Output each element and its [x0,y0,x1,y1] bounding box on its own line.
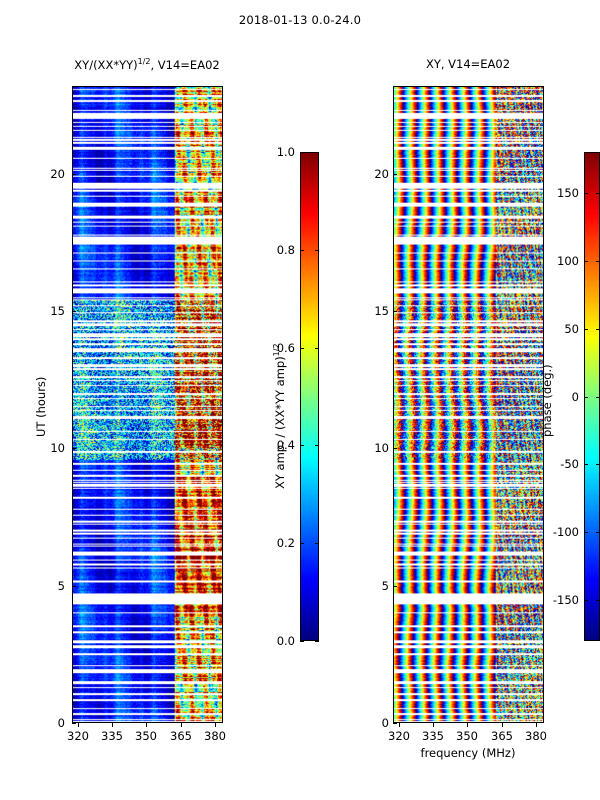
heatmap-panel-amplitude [72,86,223,723]
panel-title-right-main: XY, V14=EA02 [425,57,511,71]
y-axis-tick-right [393,174,397,175]
colorbar-amplitude-gradient [301,153,318,640]
x-axis-tick-label: 350 [456,729,478,743]
colorbar-tick [315,250,319,251]
x-axis-tick [146,723,147,727]
y-axis-tick-right [393,723,397,724]
x-axis-tick-label: 335 [422,729,444,743]
colorbar-tick [315,152,319,153]
colorbar-tick-label: 50 [564,322,579,336]
colorbar-phase-gradient [585,153,599,640]
colorbar-tick [596,329,600,330]
colorbar-tick [596,464,600,465]
colorbar-tick [584,464,588,465]
colorbar-tick-label: 0.8 [276,243,295,257]
colorbar-tick [584,329,588,330]
colorbar-tick [584,532,588,533]
x-axis-tick-label: 380 [525,729,547,743]
x-axis-tick-label: 365 [491,729,513,743]
x-axis-tick [181,723,182,727]
colorbar-tick [300,152,304,153]
colorbar-tick-label: 0.0 [276,634,295,648]
x-axis-tick-label: 350 [135,729,157,743]
colorbar-tick-label: 0.2 [276,536,295,550]
y-axis-tick-right [393,448,397,449]
amplitude-dynamic-spectrum [73,87,222,722]
colorbar-tick-label: -100 [552,525,579,539]
colorbar-tick [315,641,319,642]
colorbar-tick-label: 100 [557,254,579,268]
y-axis-tick-label-right: 20 [374,167,389,181]
colorbar-tick [596,600,600,601]
x-axis-tick-label: 365 [170,729,192,743]
y-axis-tick-right [393,586,397,587]
colorbar-amplitude [300,152,319,641]
colorbar-tick-label: 1.0 [276,145,295,159]
panel-title-left-rest: , V14=EA02 [150,57,220,72]
colorbar-tick [596,532,600,533]
colorbar-tick-label: -50 [560,457,579,471]
y-axis-tick [72,311,76,312]
x-axis-tick-label: 320 [388,729,410,743]
colorbar-tick [315,543,319,544]
y-axis-tick-label-right: 10 [374,441,389,455]
x-axis-tick [433,723,434,727]
colorbar-tick [596,397,600,398]
colorbar-tick [315,348,319,349]
heatmap-panel-phase [393,86,544,723]
x-axis-tick [502,723,503,727]
y-axis-tick [72,448,76,449]
colorbar-tick-label: 150 [557,186,579,200]
panel-title-right: XY, V14=EA02 [368,57,568,71]
y-axis-tick-right [393,311,397,312]
colorbar-tick [300,348,304,349]
x-axis-tick [78,723,79,727]
colorbar-tick-label: 0.4 [276,438,295,452]
x-axis-tick-label: 380 [204,729,226,743]
colorbar-tick [596,193,600,194]
panel-title-left: XY/(XX*YY)1/2, V14=EA02 [22,57,272,72]
figure-suptitle: 2018-01-13 0.0-24.0 [238,13,362,27]
y-axis-tick-label: 5 [57,579,65,593]
x-axis-tick [536,723,537,727]
y-axis-tick-label-right: 15 [374,304,389,318]
y-axis-tick-label-right: 0 [381,716,389,730]
colorbar-amplitude-label-main: XY amp. / (XX*YY amp) [272,355,287,489]
colorbar-tick [300,543,304,544]
colorbar-tick [315,445,319,446]
colorbar-amplitude-label: XY amp. / (XX*YY amp)1/2 [272,343,287,489]
x-axis-tick-label: 335 [101,729,123,743]
x-axis-tick [399,723,400,727]
y-axis-tick [72,723,76,724]
colorbar-tick [300,250,304,251]
colorbar-tick [584,397,588,398]
x-axis-tick [215,723,216,727]
colorbar-tick [584,193,588,194]
x-axis-tick-label: 320 [67,729,89,743]
y-axis-label: UT (hours) [34,376,48,437]
y-axis-tick-label: 15 [50,304,65,318]
y-axis-tick-label: 20 [50,167,65,181]
colorbar-tick-label: 0 [571,390,579,404]
y-axis-tick [72,174,76,175]
x-axis-tick [467,723,468,727]
y-axis-tick-label-right: 5 [381,579,389,593]
panel-title-left-main: XY/(XX*YY) [74,57,138,72]
y-axis-tick-label: 10 [50,441,65,455]
panel-title-left-exponent: 1/2 [137,57,151,66]
colorbar-tick [596,261,600,262]
colorbar-tick [300,445,304,446]
phase-dynamic-spectrum [394,87,543,722]
x-axis-label: frequency (MHz) [420,746,516,760]
colorbar-tick [584,600,588,601]
x-axis-tick [112,723,113,727]
colorbar-tick-label: 0.6 [276,341,295,355]
colorbar-tick-label: -150 [552,593,579,607]
y-axis-tick [72,586,76,587]
colorbar-tick [584,261,588,262]
y-axis-tick-label: 0 [57,716,65,730]
colorbar-tick [300,641,304,642]
